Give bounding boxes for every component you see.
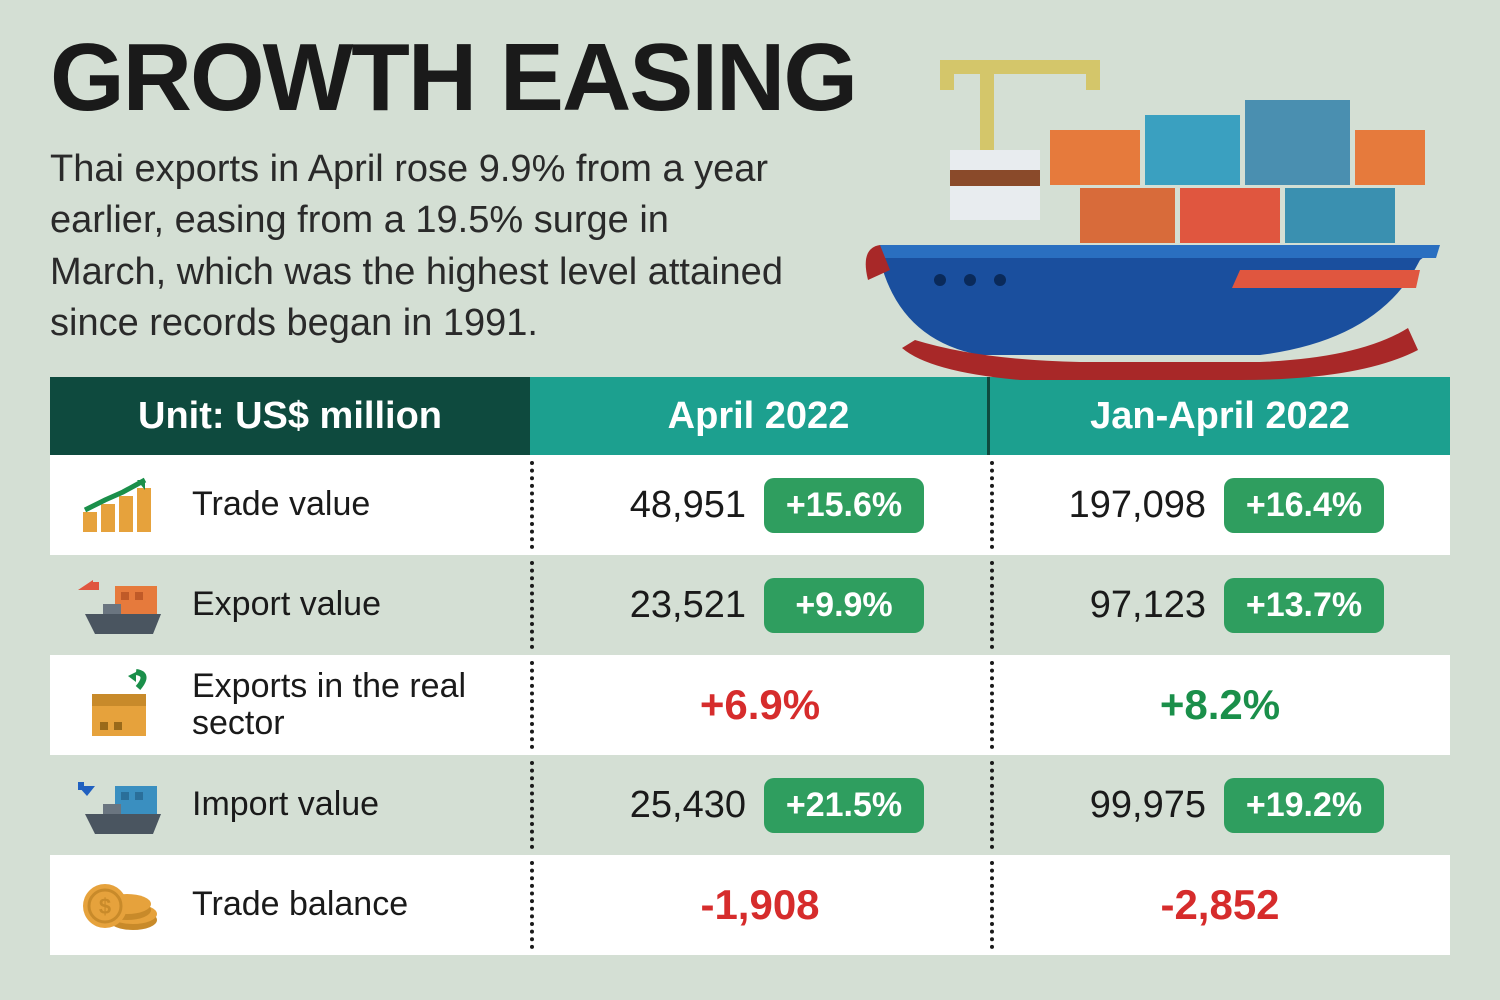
coins-icon: $ — [70, 865, 170, 945]
april-pct-badge: +15.6% — [764, 478, 924, 533]
row-label: Trade value — [192, 486, 370, 523]
export-ship-icon — [70, 565, 170, 645]
trade-growth-icon — [70, 465, 170, 545]
table-row: Exports in the real sector +6.9% +8.2% — [50, 655, 1450, 755]
ytd-value: 97,123 — [1056, 584, 1206, 627]
row-label: Import value — [192, 786, 379, 823]
april-pct-badge: +9.9% — [764, 578, 924, 633]
april-value: 48,951 — [596, 484, 746, 527]
april-value: 25,430 — [596, 784, 746, 827]
ytd-pct: +8.2% — [1160, 681, 1280, 729]
row-label: Export value — [192, 586, 381, 623]
ytd-pct-badge: +16.4% — [1224, 478, 1384, 533]
subtitle-text: Thai exports in April rose 9.9% from a y… — [50, 144, 790, 349]
ytd-value: -2,852 — [1160, 881, 1279, 929]
table-row: Export value 23,521 +9.9% 97,123 +13.7% — [50, 555, 1450, 655]
row-label: Exports in the real sector — [192, 668, 530, 743]
import-ship-icon — [70, 765, 170, 845]
table-row: Import value 25,430 +21.5% 99,975 +19.2% — [50, 755, 1450, 855]
april-value: 23,521 — [596, 584, 746, 627]
table-row: $ Trade balance -1,908 -2,852 — [50, 855, 1450, 955]
april-value: -1,908 — [700, 881, 819, 929]
april-pct: +6.9% — [700, 681, 820, 729]
ytd-value: 99,975 — [1056, 784, 1206, 827]
row-label: Trade balance — [192, 886, 408, 923]
ytd-pct-badge: +13.7% — [1224, 578, 1384, 633]
svg-text:$: $ — [99, 894, 111, 919]
trade-table: Unit: US$ million April 2022 Jan-April 2… — [50, 377, 1450, 955]
ytd-pct-badge: +19.2% — [1224, 778, 1384, 833]
real-sector-box-icon — [70, 665, 170, 745]
april-pct-badge: +21.5% — [764, 778, 924, 833]
ytd-value: 197,098 — [1056, 484, 1206, 527]
col-header-unit: Unit: US$ million — [50, 377, 530, 455]
table-row: Trade value 48,951 +15.6% 197,098 +16.4% — [50, 455, 1450, 555]
cargo-ship-illustration — [820, 20, 1460, 400]
